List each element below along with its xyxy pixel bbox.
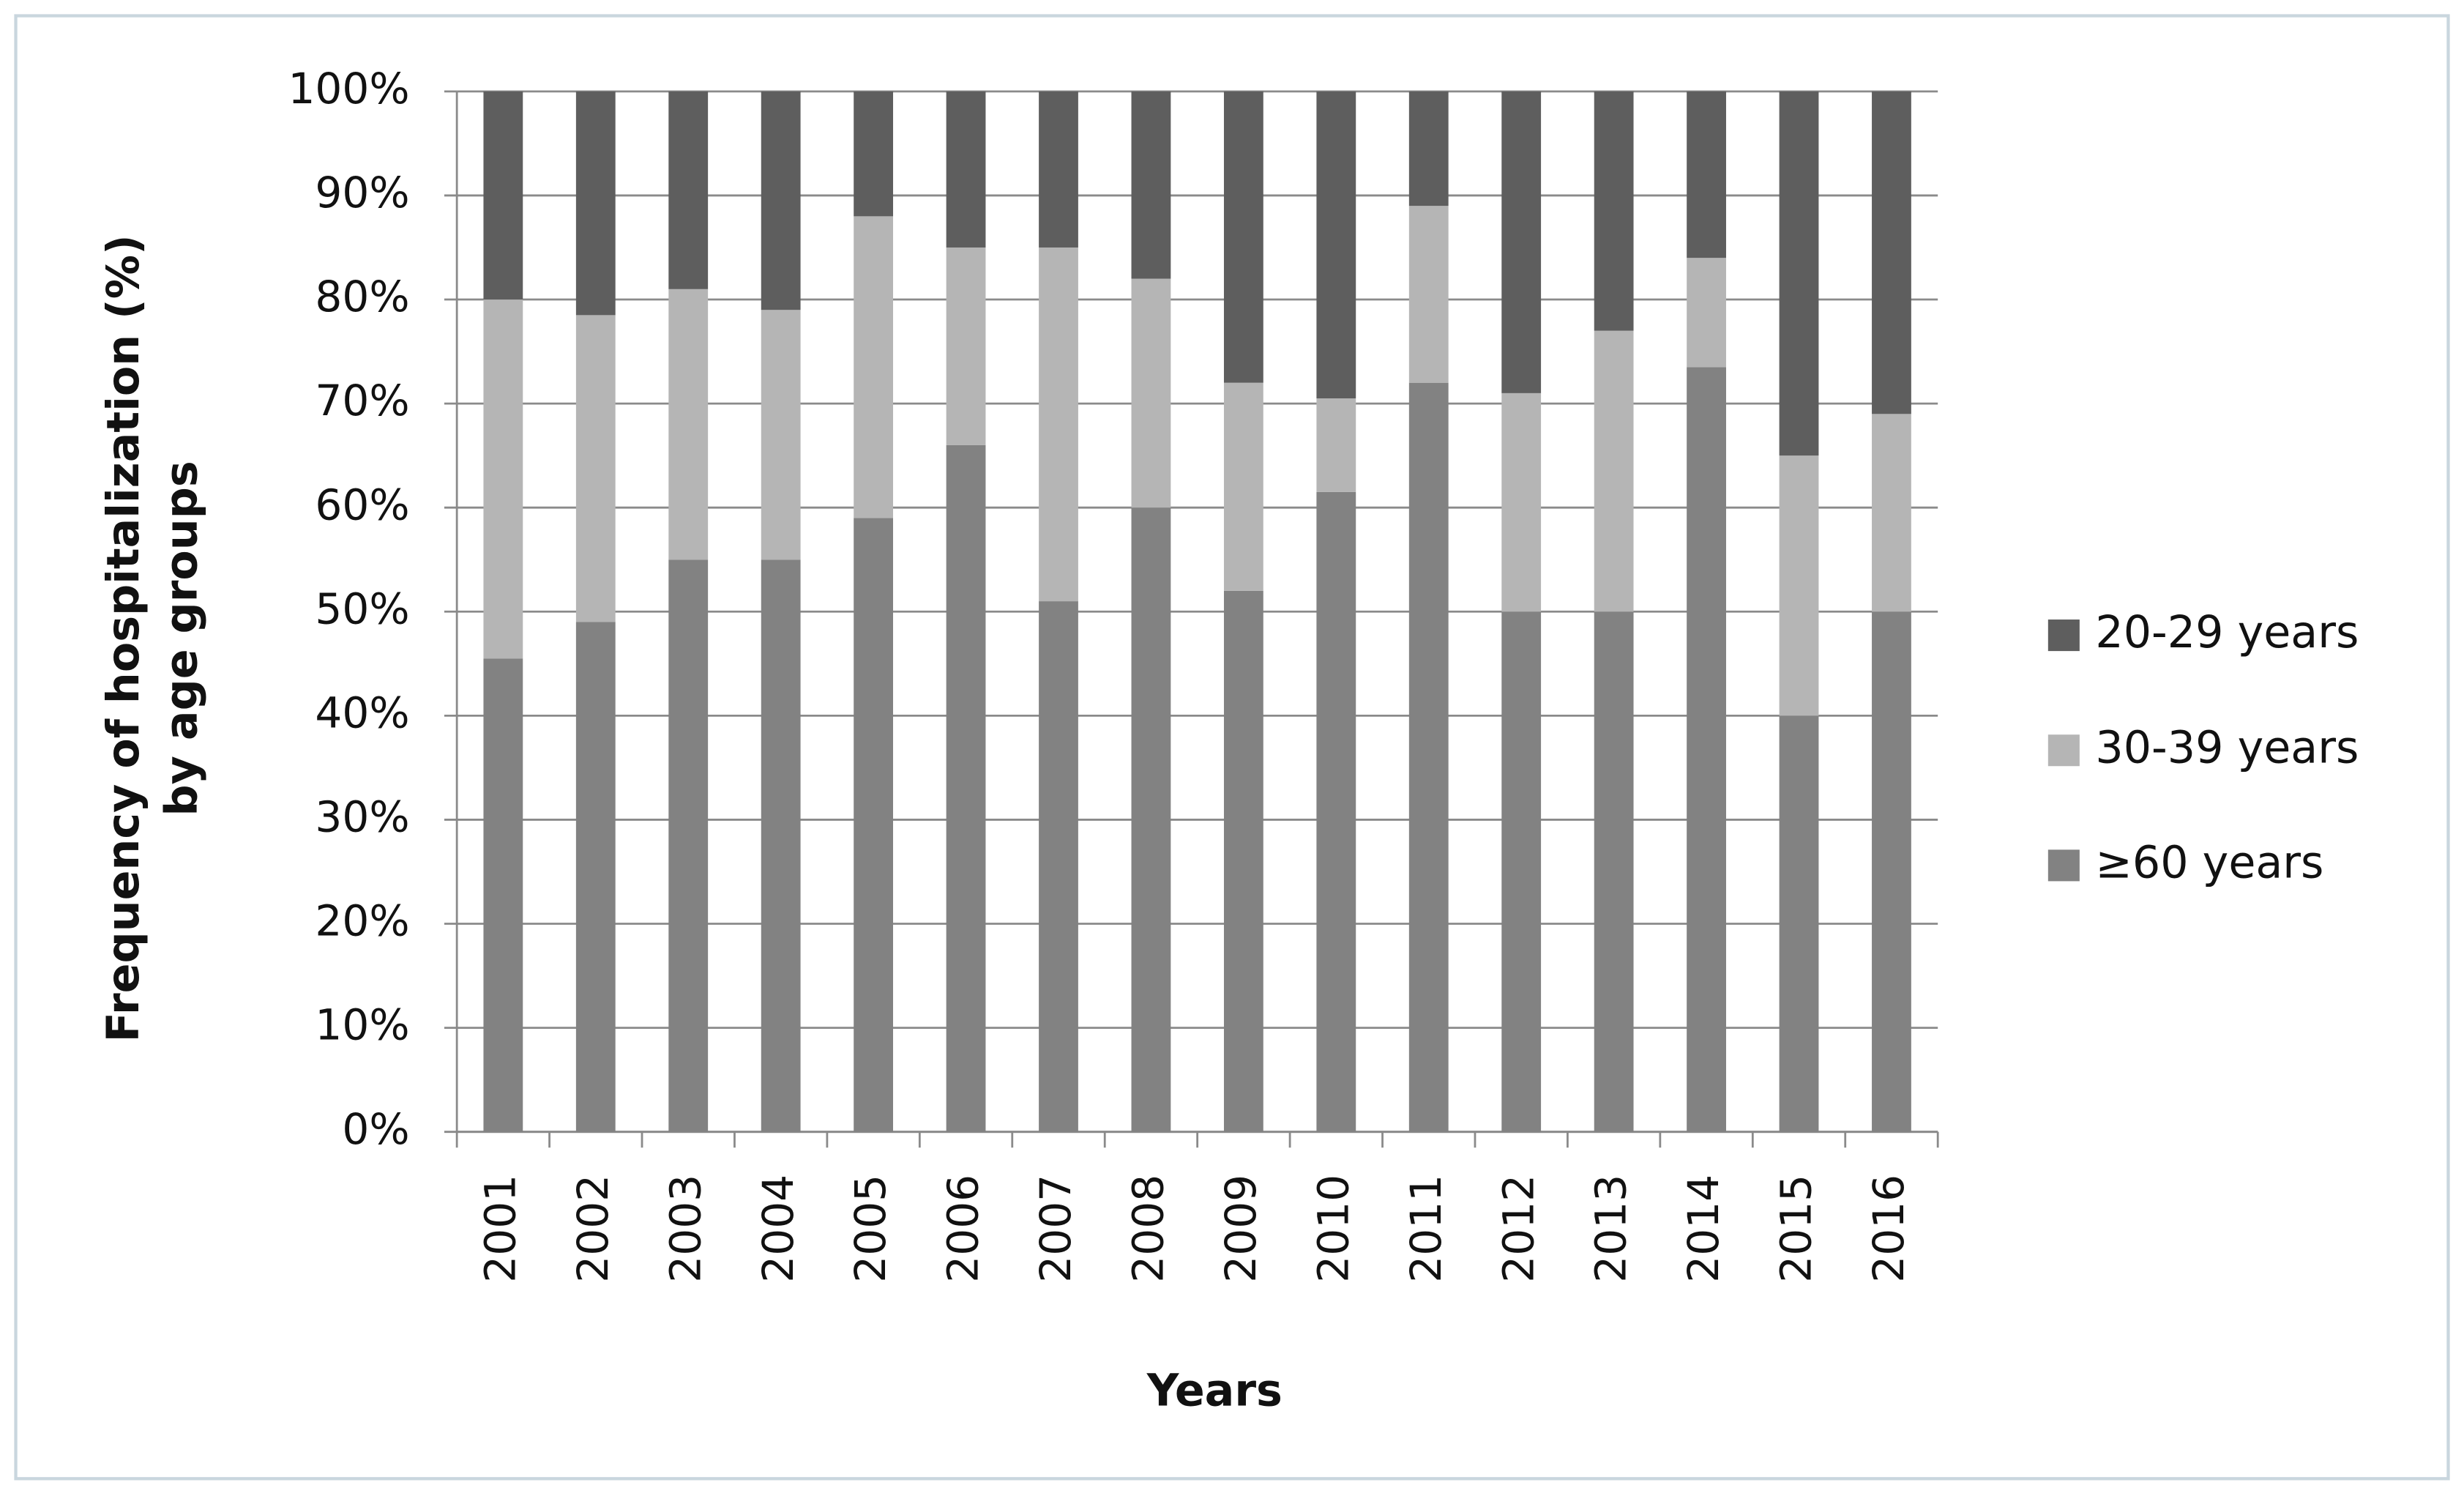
bar-segment (1501, 91, 1542, 393)
x-axis-title: Years (1146, 1366, 1283, 1417)
bar-segment (1039, 91, 1078, 248)
bar-segment (1316, 398, 1356, 492)
x-tick-label: 2010 (1308, 1175, 1358, 1283)
bar-segment (575, 622, 616, 1132)
bar-segment (761, 91, 801, 310)
bar-segment (946, 444, 986, 1132)
bar-segment (854, 518, 894, 1132)
bar-segment (1131, 507, 1171, 1132)
y-tick-label: 90% (315, 168, 409, 217)
bar-segment (668, 289, 709, 560)
bar-segment (1039, 601, 1078, 1132)
x-tick-label: 2012 (1493, 1175, 1543, 1283)
legend-label: 20-29 years (2095, 607, 2359, 658)
bar-segment (1594, 611, 1634, 1132)
x-tick-label: 2008 (1124, 1175, 1173, 1283)
x-tick-label: 2006 (938, 1175, 988, 1283)
bar-segment (1223, 382, 1263, 591)
x-tick-label: 2004 (753, 1175, 803, 1283)
y-tick-label: 70% (315, 376, 409, 425)
legend-label: 30-39 years (2095, 722, 2359, 773)
bar-segment (1594, 330, 1634, 612)
y-tick-label: 10% (315, 1000, 409, 1050)
y-axis-title: by age groups (156, 461, 207, 816)
bar-segment (668, 91, 709, 289)
bar-segment (946, 91, 986, 248)
x-tick-label: 2001 (475, 1175, 525, 1283)
x-tick-label: 2009 (1216, 1175, 1266, 1283)
bar-segment (1872, 91, 1911, 414)
y-tick-label: 60% (315, 480, 409, 529)
bar-segment (483, 658, 523, 1132)
bar-segment (483, 299, 523, 659)
bar-segment (1779, 715, 1819, 1132)
bar-segment (761, 310, 801, 560)
bar-segment (575, 91, 616, 316)
x-tick-label: 2015 (1772, 1175, 1821, 1283)
legend-label: ≥60 years (2095, 837, 2323, 888)
bar-segment (1408, 91, 1449, 206)
y-tick-label: 50% (315, 584, 409, 633)
bar-segment (854, 216, 894, 518)
x-tick-label: 2003 (660, 1175, 710, 1283)
bar-segment (1872, 414, 1911, 612)
legend-swatch (2047, 619, 2080, 652)
bar-segment (946, 247, 986, 445)
x-tick-label: 2014 (1679, 1175, 1728, 1283)
bar-segment (1223, 91, 1263, 383)
legend-swatch (2047, 734, 2080, 767)
bar-segment (1687, 367, 1726, 1132)
bar-segment (761, 559, 801, 1132)
legend-swatch (2047, 849, 2080, 882)
bar-segment (1223, 590, 1263, 1132)
x-tick-label: 2007 (1031, 1175, 1080, 1283)
y-tick-label: 20% (315, 896, 409, 946)
y-tick-label: 0% (342, 1104, 409, 1154)
bar-segment (483, 91, 523, 300)
bar-segment (1501, 392, 1542, 612)
y-tick-label: 40% (315, 688, 409, 737)
bar-segment (1501, 611, 1542, 1132)
x-tick-label: 2016 (1864, 1175, 1914, 1283)
bar-segment (1872, 611, 1911, 1132)
bar-segment (1779, 455, 1819, 716)
bar-segment (1594, 91, 1634, 331)
bar-segment (1316, 91, 1356, 399)
bar-segment (668, 559, 709, 1132)
bar-segment (1687, 91, 1726, 258)
x-tick-label: 2002 (568, 1175, 618, 1283)
bar-segment (1408, 206, 1449, 383)
bar-segment (1408, 382, 1449, 1132)
bar-segment (1131, 278, 1171, 508)
bar-segment (1039, 247, 1078, 602)
bar-segment (1687, 258, 1726, 368)
y-tick-label: 80% (315, 272, 409, 321)
y-tick-label: 100% (288, 64, 409, 113)
bar-segment (575, 315, 616, 622)
bar-segment (1316, 491, 1356, 1132)
y-tick-label: 30% (315, 792, 409, 842)
x-tick-label: 2013 (1586, 1175, 1636, 1283)
bar-segment (854, 91, 894, 217)
x-tick-label: 2011 (1401, 1175, 1451, 1283)
bar-segment (1131, 91, 1171, 279)
y-axis-title: Frequency of hospitalization (%) (98, 234, 149, 1042)
bar-segment (1779, 91, 1819, 456)
x-tick-label: 2005 (845, 1175, 895, 1283)
